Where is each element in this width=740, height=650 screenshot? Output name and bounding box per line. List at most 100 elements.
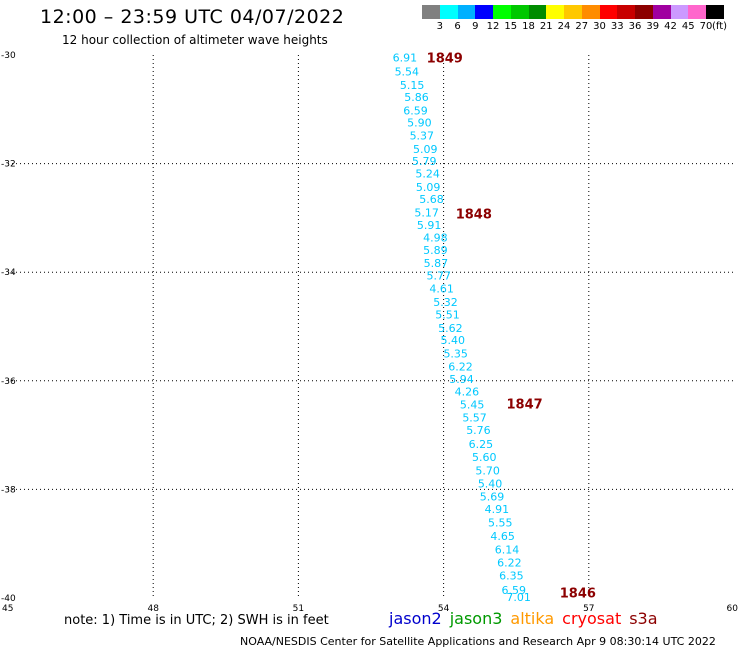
wave-height-point: 5.51	[435, 309, 460, 322]
wave-height-point: 5.24	[415, 167, 440, 180]
wave-height-point: 5.87	[424, 257, 449, 270]
wave-height-point: 5.90	[407, 116, 432, 129]
wave-height-point: 6.22	[497, 557, 522, 570]
wave-height-point: 4.91	[485, 503, 510, 516]
satellite-jason3-label: jason3	[449, 609, 503, 628]
legend-swatch	[599, 5, 618, 19]
wave-height-point: 6.35	[499, 570, 524, 583]
legend-label: 30	[593, 21, 606, 32]
color-scale-legend: 3 6 9 12 15 18 21 24 27 30 33 36 39 42 45 70 (ft)	[422, 5, 728, 38]
y-tick-label: -34	[1, 268, 16, 278]
y-tick-label: -32	[1, 160, 16, 170]
x-tick-label: 45	[2, 604, 13, 614]
legend-swatch	[439, 5, 458, 19]
legend-swatch	[635, 5, 653, 19]
legend-label: 36	[628, 21, 642, 32]
legend-label: 33	[610, 21, 624, 32]
legend-label: 24	[557, 21, 571, 32]
wave-height-point: 6.59	[502, 584, 527, 597]
pass-time-label: 1847	[507, 398, 543, 413]
legend-swatch	[457, 5, 476, 19]
wave-height-point: 5.86	[404, 91, 429, 104]
wave-height-point: 5.70	[475, 464, 500, 477]
legend-swatch	[510, 5, 529, 19]
wave-height-point: 5.37	[410, 129, 435, 142]
color-scale-bar	[422, 5, 724, 19]
satellite-jason2-label: jason2	[389, 609, 442, 628]
color-scale-labels: 3 6 9 12 15 18 21 24 27 30 33 36 39 42 45 70 (ft)	[422, 19, 728, 33]
legend-label: 42	[664, 21, 677, 32]
wave-height-point: 5.55	[488, 517, 513, 530]
x-tick-label: 51	[293, 604, 304, 614]
legend-swatch	[528, 5, 547, 19]
legend-label: 45	[681, 21, 695, 32]
legend-label: 6	[454, 21, 461, 32]
wave-height-point: 5.57	[462, 412, 487, 425]
wave-height-point: 4.65	[490, 530, 515, 543]
legend-label: 18	[522, 21, 535, 32]
wave-height-point: 5.09	[416, 181, 441, 194]
legend-label: 9	[472, 21, 479, 32]
satellite-cryosat-label: cryosat	[562, 609, 622, 628]
wave-height-point: 5.62	[438, 322, 463, 335]
x-tick-label: 57	[583, 604, 594, 614]
wave-height-point: 5.68	[419, 193, 444, 206]
legend-label: 3	[436, 21, 443, 32]
wave-height-point: 5.94	[449, 373, 474, 386]
map-subtitle: 12 hour collection of altimeter wave hei…	[62, 33, 328, 47]
wave-height-point: 5.77	[427, 269, 452, 282]
wave-height-point: 5.60	[472, 451, 497, 464]
wave-height-point: 4.61	[429, 282, 454, 295]
legend-swatch	[617, 5, 635, 19]
wave-height-point: 7.01	[506, 591, 531, 604]
footer-note: note: 1) Time is in UTC; 2) SWH is in fe…	[64, 613, 329, 628]
wave-height-point: 5.45	[460, 399, 485, 412]
pass-time-label: 1848	[456, 208, 492, 223]
pass-time-label: 1846	[560, 587, 596, 602]
legend-swatch	[564, 5, 582, 19]
wave-height-point: 5.40	[441, 334, 466, 347]
pass-time-label: 1849	[427, 52, 463, 67]
wave-height-point: 6.14	[495, 544, 520, 557]
legend-swatch	[493, 5, 511, 19]
wave-height-point: 5.17	[414, 206, 439, 219]
y-tick-label: -36	[1, 377, 16, 387]
satellite-s3a-label: s3a	[629, 609, 658, 628]
y-tick-label: -38	[1, 485, 16, 495]
legend-label: 27	[575, 21, 589, 32]
legend-label: 15	[504, 21, 518, 32]
wave-height-point: 6.91	[393, 52, 418, 65]
legend-swatch	[422, 5, 440, 19]
satellite-legend: jason2 jason3 altika cryosat s3a	[389, 609, 666, 628]
wave-height-point: 6.25	[469, 438, 494, 451]
wave-height-point: 5.40	[478, 477, 503, 490]
legend-unit: (ft)	[712, 21, 728, 32]
legend-label: 21	[539, 21, 553, 32]
satellite-altika-label: altika	[510, 609, 555, 628]
x-tick-label: 48	[147, 604, 159, 614]
wave-height-point: 4.26	[455, 386, 480, 399]
y-tick-label: -40	[1, 594, 16, 604]
legend-swatch	[688, 5, 706, 19]
y-tick-label: -30	[1, 51, 16, 61]
wave-height-point: 5.91	[417, 219, 442, 232]
wave-height-point: 5.09	[413, 143, 438, 156]
legend-swatch	[670, 5, 689, 19]
wave-height-point: 4.98	[423, 231, 448, 244]
wave-height-point: 5.76	[466, 424, 491, 437]
legend-label: 39	[646, 21, 660, 32]
legend-swatch	[652, 5, 671, 19]
map-title: 12:00 – 23:59 UTC 04/07/2022	[40, 6, 345, 28]
legend-swatch	[546, 5, 564, 19]
wave-height-point: 5.89	[423, 244, 448, 257]
wave-height-point: 5.15	[400, 79, 425, 92]
legend-swatch	[475, 5, 493, 19]
credit-line: NOAA/NESDIS Center for Satellite Applica…	[240, 635, 716, 648]
legend-label: 70	[699, 21, 713, 32]
x-tick-label: 60	[727, 604, 739, 614]
legend-label: 12	[486, 21, 500, 32]
wave-height-point: 6.22	[448, 361, 473, 374]
x-tick-label: 54	[438, 604, 450, 614]
wave-height-point: 5.69	[480, 490, 505, 503]
